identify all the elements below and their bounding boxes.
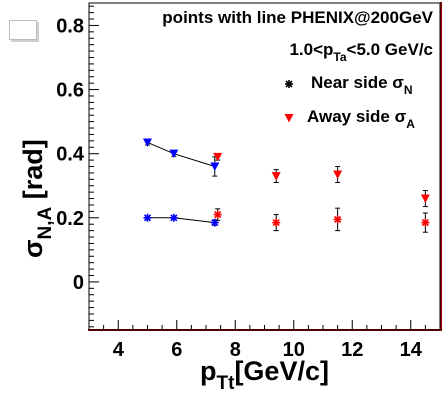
near-side-point [210, 218, 219, 227]
x-axis-label-main: p [200, 356, 217, 386]
star-stroke [143, 214, 152, 222]
away-side-point [271, 172, 281, 181]
subtitle-tail: <5.0 GeV/c [347, 40, 433, 59]
legend-near-marker [285, 80, 293, 88]
near-side-point [213, 210, 222, 219]
near-side-point [421, 218, 430, 227]
chart-title: points with line PHENIX@200GeV [162, 8, 433, 27]
x-tick-label: 4 [113, 339, 125, 361]
legend-away-label: Away side σA [307, 107, 415, 131]
away-side-point [333, 170, 343, 180]
star-stroke [170, 214, 178, 222]
y-axis-label-sub: N,A [35, 207, 56, 240]
legend-away-marker [284, 114, 294, 123]
axis-ticks: 4 6 8 10 12 14 0 0.2 0.4 0.6 0.8 [56, 5, 441, 361]
y-tick-label: 0 [73, 272, 84, 294]
star-stroke [272, 219, 280, 227]
away-side-point [143, 138, 152, 147]
x-axis-label-tail: [GeV/c] [234, 356, 329, 386]
series-line [147, 141, 215, 167]
canvas-label-box [9, 20, 37, 40]
x-tick-label: 14 [400, 339, 423, 361]
y-tick-label: 0.4 [56, 144, 85, 166]
x-tick-label: 6 [171, 339, 182, 361]
y-tick-label: 0.6 [56, 80, 84, 102]
y-tick-label: 0.8 [56, 15, 84, 37]
series-line [147, 217, 215, 224]
legend-away-main: Away side σ [307, 107, 407, 126]
star-stroke [421, 219, 429, 227]
legend: Near side σN Away side σA [284, 73, 415, 131]
away-side-point [210, 162, 220, 171]
away-side-point [213, 152, 223, 162]
near-side-point [333, 215, 342, 224]
star-stroke [214, 211, 222, 219]
x-axis-label: pTt[GeV/c] [200, 356, 329, 394]
legend-near-label: Near side σN [311, 73, 413, 97]
chart-subtitle: 1.0<pTa<5.0 GeV/c [289, 40, 433, 64]
x-axis-label-sub: Tt [217, 373, 236, 394]
y-axis-label-main: σ [18, 240, 48, 258]
subtitle-sub: Ta [333, 50, 346, 64]
y-axis-label-tail: [rad] [18, 139, 48, 207]
near-side-point [272, 218, 281, 227]
x-tick-label: 10 [283, 339, 305, 361]
data-marks [143, 138, 430, 233]
x-tick-label: 8 [230, 339, 241, 361]
x-tick-label: 12 [341, 339, 363, 361]
away-side-point [169, 149, 179, 159]
y-axis-label-group: σN,A [rad] [18, 139, 56, 258]
near-side-point [169, 213, 178, 222]
subtitle-main: 1.0<p [289, 40, 333, 59]
near-side-point [143, 213, 152, 222]
legend-near-sub: N [404, 83, 413, 97]
away-side-point [420, 194, 430, 204]
y-axis-label: σN,A [rad] [18, 139, 56, 258]
star-stroke [285, 80, 293, 88]
legend-star-marker [285, 80, 293, 88]
legend-near-main: Near side σ [311, 73, 404, 92]
star-stroke [334, 215, 342, 223]
y-tick-label: 0.2 [56, 208, 84, 230]
legend-away-sub: A [406, 117, 415, 131]
legend-triangle-marker [284, 114, 294, 123]
